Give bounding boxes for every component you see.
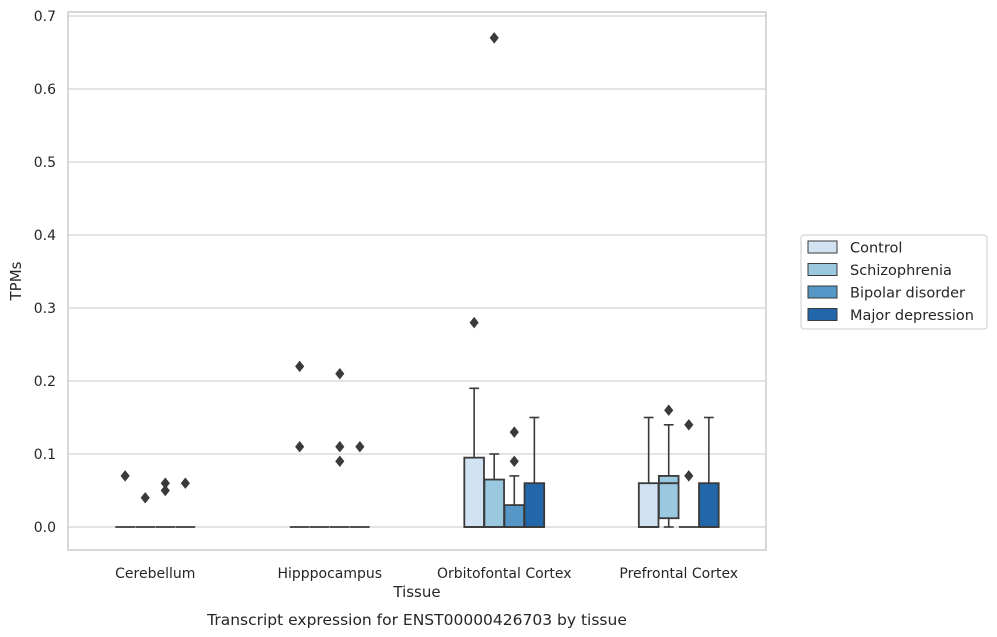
- x-axis-label: Tissue: [392, 583, 440, 601]
- outlier-point: [509, 426, 519, 438]
- y-axis-label: TPMs: [7, 261, 25, 301]
- box-body: [523, 482, 546, 528]
- gridlines: [68, 15, 766, 528]
- legend-label: Control: [850, 241, 902, 257]
- y-tick-label: 0.2: [34, 374, 56, 390]
- box-2-3: [523, 416, 546, 528]
- box-3-0: [637, 416, 660, 528]
- boxes: [115, 32, 720, 528]
- box-3-3: [698, 416, 720, 528]
- box-0-2: [155, 477, 176, 528]
- box-1-2: [329, 367, 350, 528]
- box-1-3: [350, 440, 370, 528]
- legend-swatch: [807, 285, 838, 299]
- outlier-point: [664, 404, 674, 416]
- legend-frame: [800, 234, 988, 330]
- outlier-point: [355, 440, 365, 453]
- outlier-point: [335, 455, 345, 468]
- outlier-point: [180, 477, 190, 489]
- box-3-1: [657, 404, 680, 528]
- x-tick-label: Cerebellum: [115, 566, 195, 582]
- box-0-1: [135, 492, 156, 528]
- box-body: [657, 474, 680, 520]
- legend-swatch: [807, 263, 838, 276]
- y-tick-label: 0.4: [34, 228, 56, 244]
- y-tick-label: 0.1: [34, 447, 56, 463]
- y-axis-ticks: 0.0 0.1 0.2 0.3 0.4 0.5 0.6 0.7: [34, 9, 56, 536]
- legend-swatch: [807, 240, 838, 254]
- box-body: [637, 482, 660, 528]
- outlier-point: [469, 316, 479, 329]
- box-0-0: [115, 470, 135, 528]
- figure-caption: Transcript expression for ENST0000042670…: [206, 611, 627, 629]
- outlier-point: [684, 470, 694, 482]
- box-3-2: [678, 419, 699, 528]
- y-tick-label: 0.3: [34, 301, 56, 317]
- y-tick-label: 0.0: [34, 520, 56, 536]
- outlier-point: [335, 367, 345, 380]
- outlier-point: [684, 419, 694, 431]
- legend-swatch: [807, 308, 838, 321]
- outlier-point: [295, 440, 305, 453]
- legend: Control Schizophrenia Bipolar disorder Majo…: [800, 234, 988, 330]
- box-2-0: [463, 316, 485, 528]
- box-body: [483, 478, 505, 528]
- y-tick-label: 0.5: [34, 155, 56, 171]
- box-1-0: [289, 360, 310, 528]
- y-tick-label: 0.7: [34, 9, 56, 25]
- x-tick-label: Hipppocampus: [277, 566, 382, 582]
- legend-label: Bipolar disorder: [850, 286, 965, 302]
- box-body: [698, 482, 720, 528]
- plot-frame: [67, 11, 767, 551]
- outlier-point: [120, 470, 130, 482]
- outlier-point: [489, 32, 499, 44]
- legend-label: Schizophrenia: [850, 263, 952, 279]
- x-tick-label: Orbitofontal Cortex: [437, 566, 572, 582]
- box-2-2: [503, 426, 526, 528]
- box-2-1: [483, 32, 505, 528]
- outlier-point: [160, 484, 170, 497]
- outlier-point: [509, 455, 519, 468]
- x-axis-ticks: Cerebellum Hipppocampus Orbitofontal Corte…: [115, 566, 738, 582]
- x-tick-label: Prefrontal Cortex: [619, 566, 738, 582]
- y-tick-label: 0.6: [34, 82, 56, 98]
- box-body: [503, 504, 526, 528]
- box-body: [463, 456, 485, 528]
- outlier-point: [295, 360, 305, 373]
- box-0-3: [175, 477, 196, 528]
- outlier-point: [140, 492, 150, 504]
- outlier-point: [335, 440, 345, 453]
- legend-label: Major depression: [850, 308, 974, 324]
